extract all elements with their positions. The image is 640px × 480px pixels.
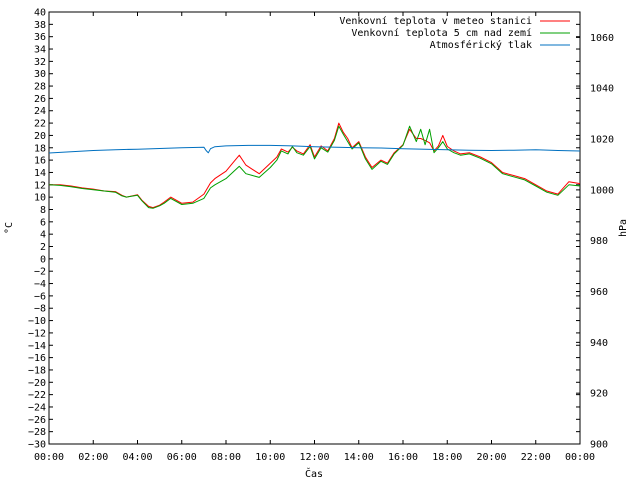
series-line-0: [49, 122, 581, 209]
y2-tick-label: 900: [590, 440, 608, 451]
x-tick-label: 14:00: [344, 452, 374, 463]
y-tick-label: 6: [40, 217, 46, 228]
y-tick-label: −18: [28, 365, 46, 376]
plot-frame: [48, 11, 581, 445]
x-tick-label: 00:00: [34, 452, 64, 463]
y-tick-label: 14: [34, 168, 46, 179]
x-tick-label: 12:00: [299, 452, 329, 463]
x-tick-label: 22:00: [521, 452, 551, 463]
y2-tick-label: 960: [590, 287, 608, 298]
x-axis-ticks: 00:00 02:00 04:00 06:00 08:00 10:00 12:00 14:00…: [34, 12, 595, 463]
y2-tick-label: 1040: [590, 84, 614, 95]
y2-tick-label: 920: [590, 389, 608, 400]
y2-tick-label: 980: [590, 236, 608, 247]
y-tick-label: 12: [34, 180, 46, 191]
y-tick-label: −24: [28, 402, 46, 413]
y-tick-label: 40: [34, 8, 46, 19]
y2-tick-label: 1020: [590, 135, 614, 146]
y-tick-label: 4: [40, 230, 46, 241]
y-axis-ticks: −30−28−26−24−22−20−18−16−14−12−10−8−6−4−…: [28, 8, 580, 451]
series-line-2: [48, 144, 581, 154]
y-tick-label: 2: [40, 242, 46, 253]
y-tick-label: 32: [34, 57, 46, 68]
x-tick-label: 20:00: [476, 452, 506, 463]
y2-axis-ticks: 900 920 940 960 980 1000 1020 1040 1060: [576, 33, 614, 451]
x-tick-label: 04:00: [122, 452, 152, 463]
y2-axis-label: hPa: [618, 219, 629, 237]
y-tick-label: −6: [34, 291, 46, 302]
y-tick-label: 30: [34, 69, 46, 80]
y-tick-label: 26: [34, 94, 46, 105]
y-tick-label: 28: [34, 82, 46, 93]
x-axis-label: Čas: [305, 467, 323, 480]
x-tick-label: 10:00: [255, 452, 285, 463]
y-tick-label: −8: [34, 304, 46, 315]
x-tick-label: 18:00: [432, 452, 462, 463]
y-tick-label: 20: [34, 131, 46, 142]
y-tick-label: −26: [28, 415, 46, 426]
x-tick-label: 00:00: [565, 452, 595, 463]
y-tick-label: 18: [34, 143, 46, 154]
x-tick-label: 08:00: [211, 452, 241, 463]
legend-label-2: Atmosférický tlak: [430, 39, 532, 51]
y-tick-label: 34: [34, 45, 46, 56]
y2-tick-label: 1000: [590, 185, 614, 196]
x-tick-label: 02:00: [78, 452, 108, 463]
legend-label-1: Venkovní teplota 5 cm nad zemí: [351, 27, 532, 39]
series-lines: [48, 122, 581, 209]
y-tick-label: 38: [34, 20, 46, 31]
y-tick-label: −22: [28, 390, 46, 401]
x-tick-label: 16:00: [388, 452, 418, 463]
y-tick-label: −28: [28, 427, 46, 438]
y-tick-label: −14: [28, 341, 46, 352]
y-tick-label: −4: [34, 279, 46, 290]
y-tick-label: 16: [34, 156, 46, 167]
y-tick-label: −20: [28, 378, 46, 389]
y2-tick-label: 1060: [590, 33, 614, 44]
y-tick-label: 10: [34, 193, 46, 204]
legend-label-0: Venkovní teplota v meteo stanici: [339, 15, 532, 27]
y-tick-label: 22: [34, 119, 46, 130]
y-tick-label: 0: [40, 254, 46, 265]
y-axis-label: °C: [4, 222, 15, 234]
y-tick-label: −16: [28, 353, 46, 364]
x-tick-label: 06:00: [167, 452, 197, 463]
series-line-1: [48, 125, 581, 209]
y-tick-label: −30: [28, 440, 46, 451]
y-tick-label: −2: [34, 267, 46, 278]
y-tick-label: 24: [34, 106, 46, 117]
legend: Venkovní teplota v meteo staniciVenkovní…: [339, 15, 570, 51]
y2-tick-label: 940: [590, 338, 608, 349]
y-tick-label: −10: [28, 316, 46, 327]
y-tick-label: 8: [40, 205, 46, 216]
y-tick-label: 36: [34, 32, 46, 43]
y-tick-label: −12: [28, 328, 46, 339]
